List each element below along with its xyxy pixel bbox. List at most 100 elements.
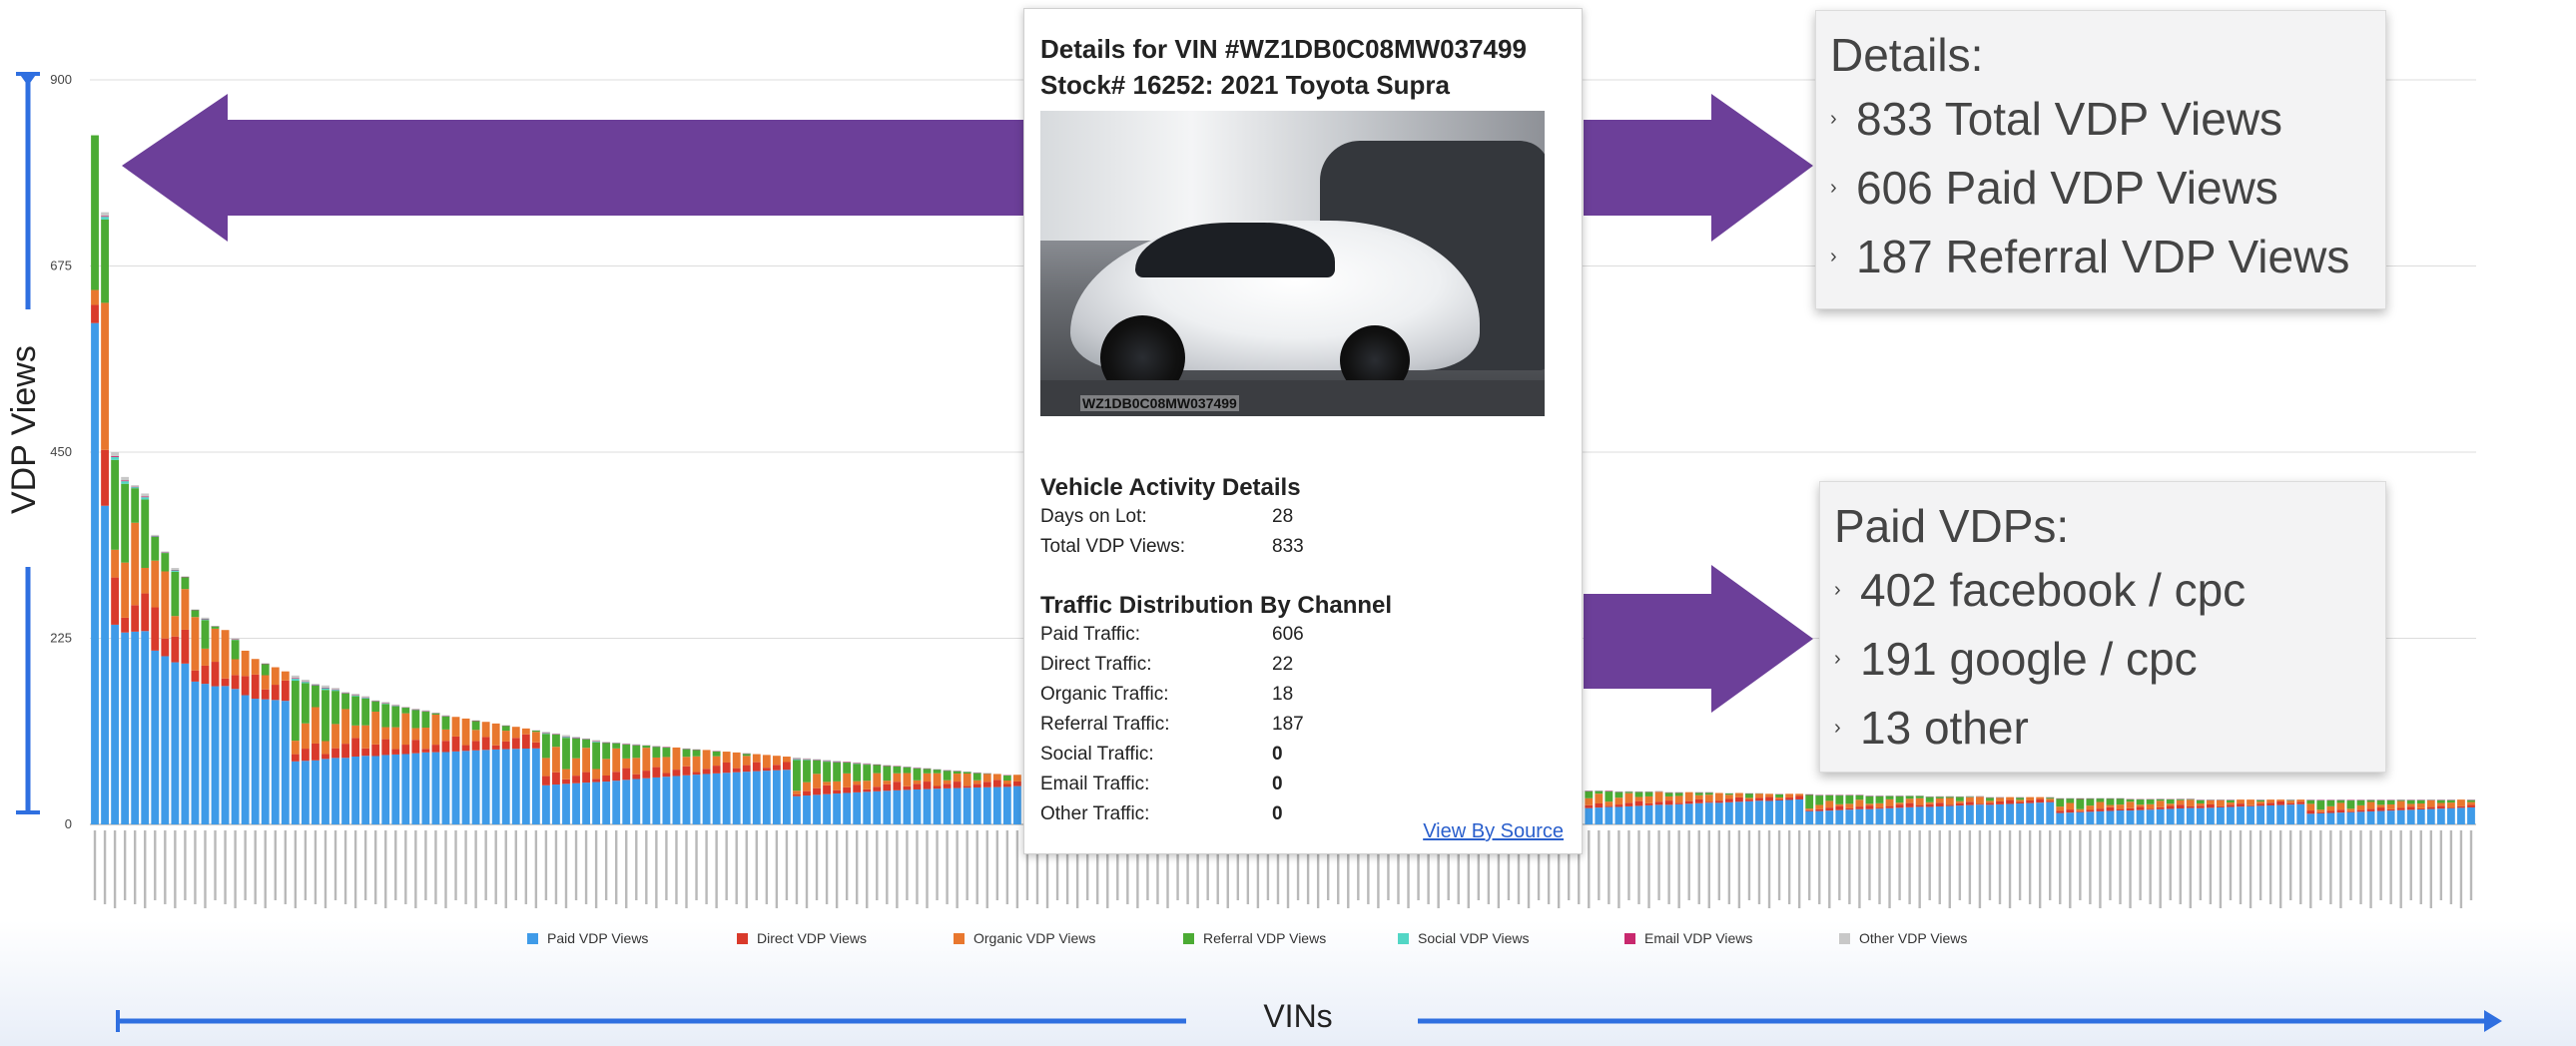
bar-segment: [451, 717, 460, 737]
bar-segment: [1865, 803, 1874, 806]
bar-segment: [562, 736, 570, 738]
x-tick-mark: [2149, 830, 2152, 904]
bar-segment: [883, 765, 892, 766]
bar-segment: [1724, 798, 1733, 802]
bar-segment: [632, 745, 641, 759]
bar-segment: [793, 793, 801, 796]
bar-segment: [2066, 797, 2075, 803]
bar-segment: [1585, 807, 1594, 824]
bar-segment: [101, 505, 109, 824]
bar-segment: [1674, 803, 1683, 824]
bar-segment: [972, 773, 981, 774]
bar-segment: [411, 753, 420, 824]
x-tick-mark: [1537, 830, 1541, 900]
bar-segment: [1895, 795, 1904, 796]
traffic-value: 187: [1272, 714, 1304, 735]
x-tick-mark: [1035, 830, 1039, 904]
view-by-source-link[interactable]: View By Source: [1423, 820, 1564, 842]
x-tick-mark: [705, 830, 708, 904]
bar-segment: [1745, 797, 1753, 800]
bar-segment: [151, 560, 160, 608]
bar-segment: [1012, 775, 1021, 782]
bar-segment: [2016, 799, 2025, 802]
bar-segment: [562, 784, 570, 824]
bar-segment: [2426, 808, 2435, 824]
bar-segment: [131, 522, 140, 606]
bar-segment: [2467, 804, 2475, 807]
bar-segment: [2276, 799, 2285, 801]
bar-segment: [562, 779, 570, 784]
bar-segment: [2056, 797, 2065, 799]
bar-segment: [893, 773, 902, 783]
bar-segment: [2356, 799, 2365, 800]
bar-segment: [2136, 798, 2145, 799]
x-tick-mark: [584, 830, 588, 904]
bar-segment: [101, 217, 109, 220]
bar-segment: [111, 624, 120, 824]
bar-segment: [2276, 800, 2285, 805]
bar-segment: [2146, 798, 2155, 804]
bar-segment: [501, 749, 510, 824]
x-tick-mark: [184, 830, 187, 900]
x-tick-mark: [1958, 830, 1962, 900]
bar-segment: [2106, 806, 2115, 811]
x-tick-mark: [234, 830, 237, 908]
x-tick-mark: [1337, 830, 1340, 904]
bar-segment: [1674, 791, 1683, 796]
x-tick-mark: [2339, 830, 2342, 908]
bar-segment: [2416, 808, 2425, 824]
bar-segment: [391, 727, 400, 750]
bar-segment: [191, 609, 200, 611]
paid-item: › 13 other: [1834, 694, 2371, 763]
bar-segment: [161, 552, 170, 554]
x-tick-mark: [1578, 830, 1581, 904]
bar-segment: [893, 782, 902, 790]
bar-segment: [161, 656, 170, 824]
x-tick-mark: [2059, 830, 2062, 904]
bar-segment: [742, 772, 751, 824]
bar-segment: [431, 713, 440, 714]
bar-segment: [141, 593, 150, 632]
bar-segment: [2406, 799, 2415, 800]
x-tick-mark: [314, 830, 318, 904]
bar-segment: [2227, 799, 2235, 800]
bar-segment: [2436, 805, 2445, 809]
bar-segment: [742, 753, 751, 757]
bar-segment: [2406, 799, 2415, 804]
bar-segment: [1835, 803, 1844, 806]
bar-segment: [1704, 802, 1713, 824]
bar-segment: [622, 744, 631, 745]
x-tick-mark: [615, 830, 618, 904]
bar-segment: [2266, 804, 2275, 824]
bar-segment: [2076, 797, 2085, 799]
bar-segment: [913, 784, 922, 789]
bar-segment: [2006, 796, 2014, 800]
x-tick-mark: [1948, 830, 1951, 908]
bar-segment: [91, 322, 99, 824]
bar-segment: [241, 650, 250, 677]
x-tick-mark: [1427, 830, 1430, 904]
bar-segment: [1654, 804, 1663, 824]
bar-segment: [1664, 792, 1673, 796]
bar-segment: [181, 577, 190, 590]
bar-segment: [682, 749, 691, 758]
x-tick-mark: [2278, 830, 2282, 908]
bar-segment: [1724, 794, 1733, 799]
activity-heading: Vehicle Activity Details: [1040, 474, 1301, 501]
bar-segment: [2086, 797, 2095, 798]
bar-segment: [592, 741, 601, 743]
bar-segment: [843, 773, 852, 787]
bar-segment: [301, 681, 310, 683]
bar-segment: [2356, 804, 2365, 810]
bar-segment: [341, 758, 349, 824]
bar-segment: [582, 772, 590, 784]
bar-segment: [552, 772, 560, 785]
x-tick-mark: [304, 830, 308, 900]
bar-segment: [853, 762, 862, 764]
bar-segment: [1595, 793, 1604, 803]
bar-segment: [803, 782, 811, 791]
bar-segment: [2116, 797, 2125, 798]
bar-segment: [612, 748, 621, 773]
x-tick-mark: [1938, 830, 1941, 904]
x-tick-mark: [2349, 830, 2352, 900]
